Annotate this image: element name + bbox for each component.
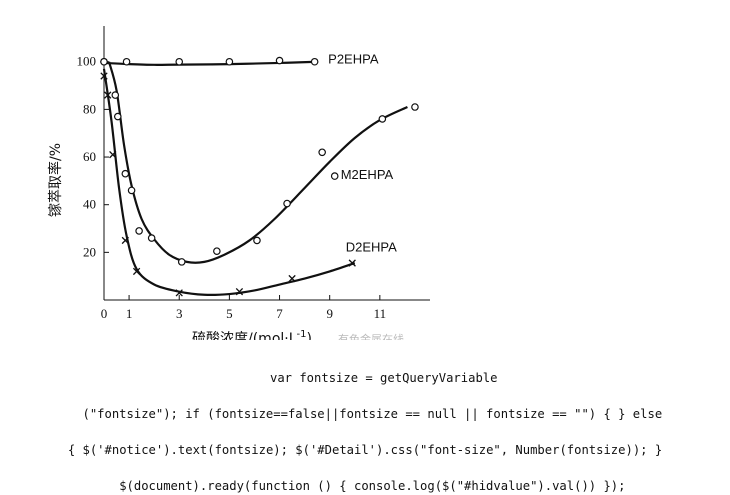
series-labels: P2EHPA M2EHPA D2EHPA <box>328 51 397 254</box>
m2ehpa-point <box>411 103 419 111</box>
code-line-2: ("fontsize"); if (fontsize==false||fonts… <box>82 407 663 421</box>
d2ehpa-point <box>175 289 183 297</box>
x-tick-label: 7 <box>276 306 283 321</box>
x-tick-label: 9 <box>326 306 333 321</box>
x-tick-label: 1 <box>126 306 133 321</box>
x-tick-label: 3 <box>176 306 183 321</box>
p2ehpa-point <box>275 56 284 65</box>
m2ehpa-point <box>127 186 136 195</box>
m2ehpa-point <box>213 247 221 255</box>
code-line-4: $(document).ready(function () { console.… <box>119 479 626 493</box>
d2ehpa-point <box>109 151 117 159</box>
m2ehpa-point <box>253 236 261 245</box>
y-tick-label: 60 <box>83 149 96 164</box>
m2ehpa-point <box>135 227 143 235</box>
m2ehpa-point <box>100 57 108 66</box>
m2ehpa-point <box>147 234 156 242</box>
p2ehpa-line <box>103 60 318 66</box>
p2ehpa-point <box>175 57 184 66</box>
p2ehpa-point <box>122 57 131 66</box>
x-tick-label: 0 <box>101 306 108 321</box>
chart-canvas: 0 1 3 5 7 9 11 20 40 60 80 100 P2EHPA M2EHPA D2EHPA 镓… <box>47 26 430 340</box>
p2ehpa-point <box>310 57 319 66</box>
d2ehpa-point <box>104 91 112 99</box>
y-tick-label: 20 <box>83 244 96 259</box>
m2ehpa-label: M2EHPA <box>341 167 394 182</box>
p2ehpa-point <box>225 57 234 66</box>
y-tick-label: 80 <box>83 101 96 116</box>
d2ehpa-point <box>100 72 108 80</box>
series-layer <box>100 56 419 297</box>
code-line-3: { $('#notice').text(fontsize); $('#Detai… <box>67 443 663 457</box>
m2ehpa-point <box>111 91 120 99</box>
m2ehpa-point <box>177 258 186 266</box>
d2ehpa-label: D2EHPA <box>346 240 397 255</box>
m2ehpa-point <box>283 199 291 208</box>
m2ehpa-point <box>121 169 130 178</box>
watermark-text: 有色金属在线 <box>338 332 404 340</box>
x-axis-label: 硫酸浓度/(mol·L-1) <box>192 329 312 340</box>
y-tick-label: 100 <box>77 54 97 69</box>
x-tick-label: 5 <box>226 306 233 321</box>
m2ehpa-line <box>107 61 408 264</box>
d2ehpa-point <box>288 274 296 283</box>
p2ehpa-label: P2EHPA <box>328 51 379 66</box>
page-script-text: var fontsize = getQueryVariable ("fontsi… <box>12 333 718 495</box>
y-axis-label: 镓萃取率/% <box>47 143 64 217</box>
d2ehpa-point <box>235 288 244 296</box>
code-line-1: var fontsize = getQueryVariable <box>270 371 498 385</box>
d2ehpa-point <box>348 259 356 267</box>
y-tick-label: 40 <box>83 197 96 212</box>
d2ehpa-point <box>132 267 141 276</box>
x-tick-label: 11 <box>374 306 387 321</box>
d2ehpa-point <box>121 236 129 245</box>
d2ehpa-line <box>102 68 356 297</box>
axis-ticks: 0 1 3 5 7 9 11 20 40 60 80 100 <box>77 54 387 321</box>
m2ehpa-point <box>330 172 339 180</box>
m2ehpa-point <box>318 148 326 157</box>
m2ehpa-point <box>378 115 387 123</box>
m2ehpa-point <box>113 112 122 121</box>
